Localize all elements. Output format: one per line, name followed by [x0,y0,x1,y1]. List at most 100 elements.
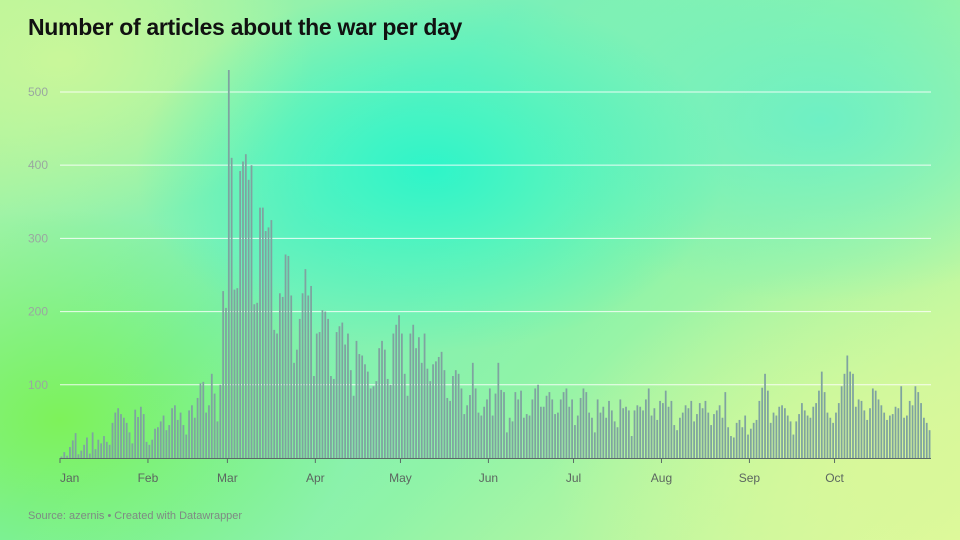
bar [772,412,775,458]
bar [307,295,310,458]
bar [420,362,423,458]
bar [877,399,880,458]
bar [244,154,247,458]
bar [639,406,642,458]
bar [111,422,114,458]
bar [596,399,599,458]
bar [409,333,412,458]
y-tick-label: 200 [28,305,48,319]
bar [358,354,361,458]
bar [253,304,256,458]
y-tick-label: 100 [28,378,48,392]
bar [622,408,625,458]
bar [659,400,661,458]
bars [60,70,931,459]
footer-separator: • [107,510,112,522]
bar [571,399,573,458]
bar [142,414,145,458]
bar [97,439,100,458]
bar [91,432,94,458]
bar [644,399,647,458]
bar [128,432,131,458]
bar [117,408,120,458]
bar [443,370,446,458]
bar [233,289,236,458]
bar [684,405,687,458]
bar [764,373,766,458]
bar [602,406,605,458]
bar [568,406,571,458]
bar [517,399,520,458]
x-tick-label: Mar [217,471,238,485]
bar [338,326,341,458]
x-tick-label: Sep [739,471,761,485]
bar [460,388,463,458]
bar [701,408,704,458]
bar [846,355,849,458]
bar [925,422,928,458]
bar [923,417,925,458]
bar [131,443,134,458]
bar [157,427,159,458]
bar [276,333,278,458]
bar [766,390,769,458]
bar [230,157,233,458]
bar [894,406,897,458]
bar [165,430,168,458]
bar [318,332,321,458]
bar [401,333,403,458]
bar [741,427,744,458]
bar [344,344,347,458]
chart-title: Number of articles about the war per day [28,14,463,40]
bar [818,390,820,458]
bar [205,412,207,458]
bar [843,373,846,458]
bar [435,361,437,458]
bar [871,388,874,458]
bar [454,370,457,458]
bar [727,427,730,458]
bar [270,220,273,458]
bar [449,400,451,458]
bar [412,324,415,458]
bar [503,392,505,458]
bar [134,409,137,458]
bar [406,395,409,458]
bar [792,434,795,458]
bar [378,348,381,458]
bar [718,405,721,458]
bar [687,408,690,458]
bar [66,455,68,458]
bar [355,340,358,458]
bar [579,397,582,458]
bar [761,387,764,458]
bar [440,351,443,458]
bar [713,414,715,458]
bar [386,378,389,458]
bar [662,403,664,458]
bar [707,412,710,458]
bar [349,370,352,458]
bar [330,376,332,458]
bar [854,406,857,458]
bar [225,307,227,458]
bar [202,381,205,458]
bar [857,399,860,458]
bar [591,417,593,458]
bar [863,410,866,458]
bar [520,390,522,458]
bar [88,453,91,458]
bar [511,421,514,458]
bar [364,364,366,458]
bar [369,388,372,458]
bar [522,417,525,458]
credit-note: Created with Datawrapper [114,510,243,522]
bar [267,227,270,458]
bar [837,403,840,458]
bar [466,405,469,458]
bar [100,443,103,458]
bar [744,415,747,458]
bar [557,412,559,458]
bar [193,417,196,458]
bar [196,397,199,458]
